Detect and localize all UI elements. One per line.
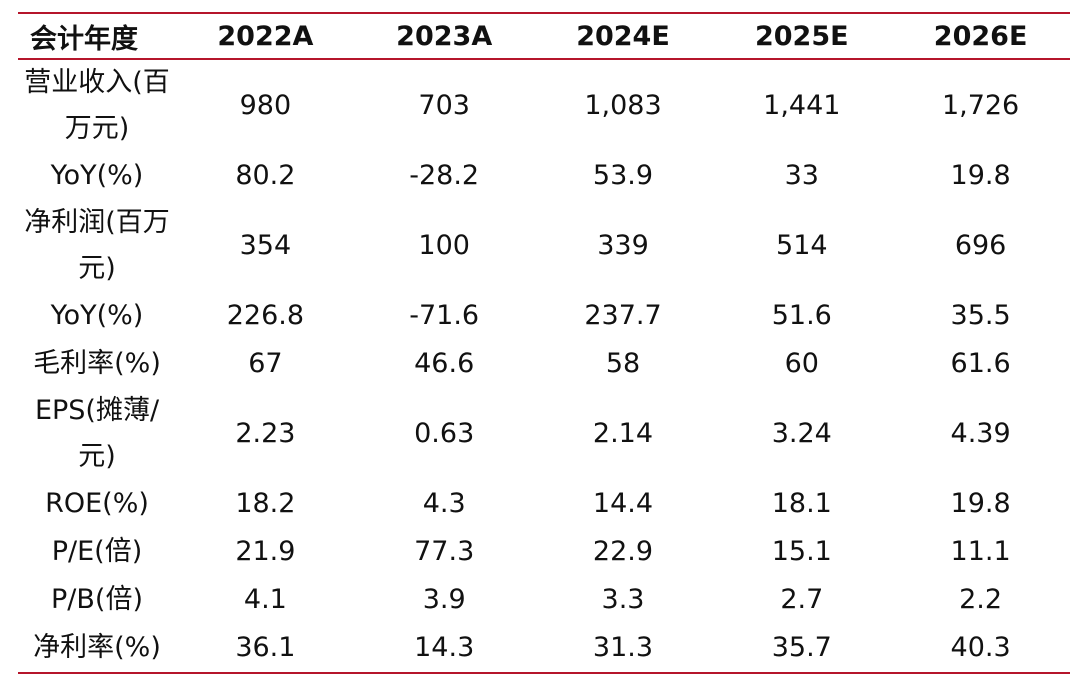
table-cell: 11.1 — [950, 536, 1011, 567]
table-cell: 100 — [418, 230, 470, 261]
table-row-net-profit: 净利润(百万元) 354 100 339 514 696 — [18, 200, 1070, 292]
table-cell: 80.2 — [235, 160, 296, 191]
table-cell: 2.23 — [235, 418, 296, 449]
table-cell: 35.5 — [950, 300, 1011, 331]
table-cell: 0.63 — [414, 418, 475, 449]
table-row-net-profit-yoy: YoY(%) 226.8 -71.6 237.7 51.6 35.5 — [18, 292, 1070, 340]
table-row-revenue: 营业收入(百万元) 980 703 1,083 1,441 1,726 — [18, 59, 1070, 152]
row-label: 营业收入(百万元) — [24, 67, 170, 144]
table-cell: -71.6 — [409, 300, 480, 331]
row-label: YoY(%) — [50, 160, 144, 191]
table-cell: 19.8 — [950, 160, 1011, 191]
row-label: P/B(倍) — [51, 584, 143, 615]
table-cell: 67 — [248, 348, 283, 379]
table-cell: 514 — [776, 230, 828, 261]
table-cell: 1,083 — [584, 90, 662, 121]
table-cell: 36.1 — [235, 632, 296, 663]
table-cell: 1,441 — [763, 90, 841, 121]
table-cell: 35.7 — [771, 632, 832, 663]
table-cell: 21.9 — [235, 536, 296, 567]
table-cell: 2.2 — [959, 584, 1003, 615]
table-cell: 4.3 — [422, 488, 466, 519]
row-label: YoY(%) — [50, 300, 144, 331]
table-row-pe: P/E(倍) 21.9 77.3 22.9 15.1 11.1 — [18, 528, 1070, 576]
table-cell: 14.4 — [592, 488, 654, 519]
financial-forecast-table-container: 会计年度 2022A 2023A 2024E 2025E 2026E 营业收入(… — [18, 12, 1070, 674]
row-label: 净利率(%) — [33, 632, 161, 663]
table-cell: 1,726 — [941, 90, 1020, 121]
row-label: 毛利率(%) — [33, 348, 161, 379]
table-cell: 354 — [239, 230, 292, 261]
table-cell: 237.7 — [584, 300, 662, 331]
table-cell: 696 — [954, 230, 1007, 261]
table-row-gross-margin: 毛利率(%) 67 46.6 58 60 61.6 — [18, 340, 1070, 388]
header-cell-2025e: 2025E — [754, 20, 849, 52]
table-cell: 31.3 — [592, 632, 654, 663]
table-cell: 703 — [418, 90, 470, 121]
table-cell: 3.9 — [422, 584, 466, 615]
table-cell: 18.2 — [235, 488, 296, 519]
table-cell: 4.1 — [243, 584, 287, 615]
table-cell: 46.6 — [414, 348, 475, 379]
table-cell: 60 — [784, 348, 819, 379]
table-cell: 15.1 — [771, 536, 832, 567]
financial-forecast-table: 会计年度 2022A 2023A 2024E 2025E 2026E 营业收入(… — [18, 12, 1070, 674]
table-row-eps: EPS(摊薄/元) 2.23 0.63 2.14 3.24 4.39 — [18, 388, 1070, 480]
table-cell: 980 — [239, 90, 292, 121]
table-cell: 226.8 — [226, 300, 305, 331]
row-label: ROE(%) — [45, 488, 149, 519]
table-cell: 22.9 — [592, 536, 654, 567]
table-cell: 33 — [784, 160, 819, 191]
table-row-net-margin: 净利率(%) 36.1 14.3 31.3 35.7 40.3 — [18, 624, 1070, 673]
table-cell: 18.1 — [771, 488, 832, 519]
table-cell: 2.14 — [592, 418, 654, 449]
row-label: EPS(摊薄/元) — [34, 395, 160, 472]
table-cell: 51.6 — [771, 300, 832, 331]
header-cell-label: 会计年度 — [30, 23, 138, 55]
row-label: 净利润(百万元) — [24, 207, 170, 284]
table-cell: 3.24 — [771, 418, 832, 449]
table-row-roe: ROE(%) 18.2 4.3 14.4 18.1 19.8 — [18, 480, 1070, 528]
table-cell: 53.9 — [592, 160, 654, 191]
table-header-row: 会计年度 2022A 2023A 2024E 2025E 2026E — [18, 13, 1070, 59]
table-cell: -28.2 — [409, 160, 480, 191]
table-cell: 61.6 — [950, 348, 1011, 379]
header-cell-2022a: 2022A — [217, 20, 314, 52]
table-cell: 14.3 — [414, 632, 475, 663]
header-cell-2023a: 2023A — [396, 20, 493, 52]
row-label: P/E(倍) — [51, 536, 143, 567]
table-cell: 19.8 — [950, 488, 1011, 519]
table-row-pb: P/B(倍) 4.1 3.9 3.3 2.7 2.2 — [18, 576, 1070, 624]
header-cell-2026e: 2026E — [933, 20, 1028, 52]
table-row-revenue-yoy: YoY(%) 80.2 -28.2 53.9 33 19.8 — [18, 152, 1070, 200]
table-cell: 4.39 — [950, 418, 1011, 449]
table-cell: 77.3 — [414, 536, 475, 567]
table-cell: 40.3 — [950, 632, 1011, 663]
table-cell: 2.7 — [780, 584, 824, 615]
table-cell: 58 — [605, 348, 641, 379]
table-cell: 3.3 — [601, 584, 645, 615]
header-cell-2024e: 2024E — [576, 20, 670, 52]
table-cell: 339 — [597, 230, 649, 261]
